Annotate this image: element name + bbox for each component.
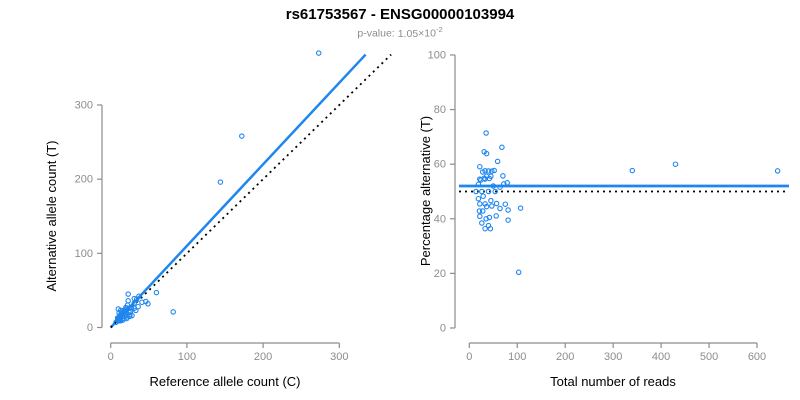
data-point: [480, 193, 486, 199]
data-point: [483, 150, 490, 157]
x-tick-label: 100: [178, 351, 196, 363]
right-xaxis-title: Total number of reads: [550, 374, 676, 389]
data-point: [502, 201, 509, 207]
x-tick-label: 0: [108, 351, 114, 363]
data-point: [497, 205, 503, 212]
data-point: [124, 302, 131, 308]
x-tick-label: 400: [652, 351, 670, 363]
data-point: [497, 184, 503, 190]
data-point: [488, 197, 494, 204]
left-scatter-panel: Reference allele count (C) Alternative a…: [44, 50, 392, 389]
data-point: [504, 180, 510, 186]
x-tick-label: 200: [556, 351, 574, 363]
data-point: [482, 201, 488, 207]
data-point: [483, 216, 489, 222]
data-point: [485, 188, 492, 195]
y-tick-label: 200: [75, 174, 93, 186]
y-tick-label: 40: [434, 213, 446, 225]
data-point: [490, 183, 497, 189]
data-point: [492, 188, 498, 195]
data-point: [477, 163, 483, 170]
y-tick-label: 100: [75, 248, 93, 260]
data-point: [125, 291, 131, 297]
y-tick-label: 300: [75, 99, 93, 111]
data-point: [505, 207, 511, 213]
y-tick-label: 80: [434, 104, 446, 116]
data-point: [477, 201, 483, 207]
data-point: [629, 167, 636, 174]
data-point: [473, 188, 479, 195]
data-point: [131, 300, 138, 306]
data-point: [133, 307, 139, 314]
data-point: [489, 168, 495, 174]
y-tick-label: 100: [428, 49, 446, 61]
data-point: [145, 301, 151, 307]
right-scatter-panel: Total number of reads Percentage alterna…: [418, 49, 789, 389]
data-point: [515, 269, 522, 276]
data-point: [129, 312, 135, 319]
data-point: [482, 225, 488, 232]
identity-line: [110, 53, 392, 329]
y-tick-label: 60: [434, 159, 446, 171]
data-point: [485, 168, 492, 174]
data-point: [315, 50, 322, 56]
y-tick-label: 20: [434, 268, 446, 280]
data-point: [501, 181, 507, 187]
plot-title: rs61753567 - ENSG00000103994: [285, 6, 515, 23]
data-point: [774, 168, 781, 174]
data-point: [217, 179, 224, 185]
pvalue-mantissa: 1.05: [397, 27, 419, 40]
data-point: [493, 213, 499, 219]
data-point: [489, 203, 495, 209]
data-point: [487, 225, 494, 232]
data-point: [123, 315, 130, 322]
data-point: [476, 208, 483, 214]
data-point: [479, 169, 486, 175]
pvalue-times: ×10: [418, 27, 436, 40]
data-point: [125, 298, 131, 304]
data-point: [170, 309, 176, 315]
data-point: [483, 203, 490, 210]
data-point: [475, 181, 482, 188]
data-point: [477, 176, 483, 182]
data-point: [479, 220, 485, 226]
data-point: [136, 293, 142, 300]
left-xaxis-title: Reference allele count (C): [149, 374, 300, 389]
data-point: [153, 289, 160, 296]
data-point: [494, 158, 501, 165]
data-point: [499, 144, 505, 151]
data-point: [479, 188, 485, 195]
y-tick-label: 0: [87, 322, 93, 334]
pvalue-exponent: -2: [435, 25, 443, 34]
y-tick-label: 0: [440, 323, 446, 335]
data-point: [477, 213, 483, 220]
x-tick-label: 200: [254, 351, 272, 363]
x-tick-label: 0: [466, 351, 472, 363]
data-point: [500, 173, 506, 179]
data-point: [505, 217, 511, 223]
data-point: [672, 161, 679, 167]
data-point: [479, 208, 486, 214]
x-tick-label: 500: [700, 351, 718, 363]
x-tick-label: 300: [330, 351, 348, 363]
right-yaxis-title: Percentage alternative (T): [418, 116, 433, 266]
x-tick-label: 300: [604, 351, 622, 363]
regression-line: [109, 53, 367, 329]
data-point: [491, 167, 497, 174]
data-point: [483, 130, 489, 136]
data-point: [517, 205, 524, 211]
data-point: [493, 200, 500, 207]
data-point: [486, 214, 493, 221]
left-yaxis-title: Alternative allele count (T): [44, 140, 59, 291]
plot-subtitle: p-value: 1.05×10-2: [0, 25, 800, 40]
x-tick-label: 100: [508, 351, 526, 363]
x-tick-label: 600: [748, 351, 766, 363]
data-point: [475, 195, 482, 202]
pvalue-label: p-value:: [357, 27, 395, 40]
data-point: [239, 133, 245, 139]
data-point: [482, 176, 488, 182]
